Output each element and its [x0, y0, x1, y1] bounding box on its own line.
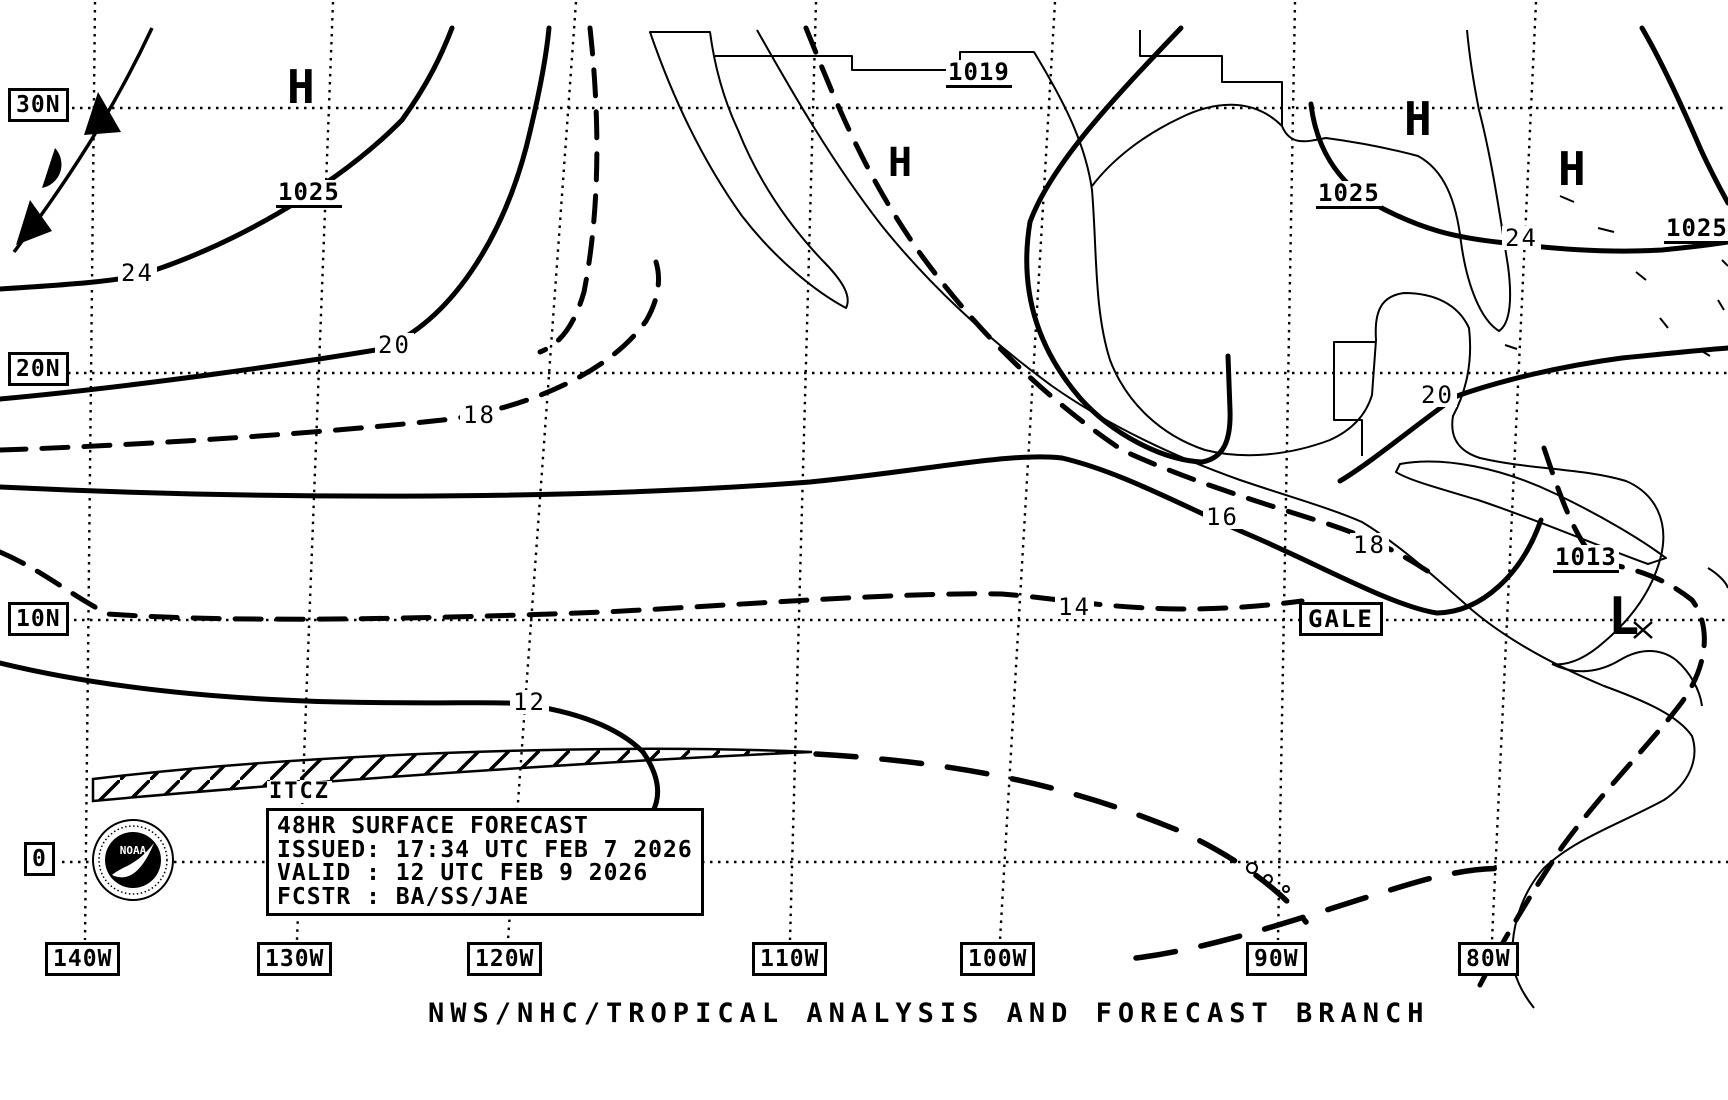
pressure-label-florida: 1025	[1316, 179, 1382, 209]
info-box-fcstr: FCSTR : BA/SS/JAE	[277, 883, 530, 910]
isobar-label-atl-20: 20	[1418, 383, 1457, 407]
info-box-valid: VALID : 12 UTC FEB 9 2026	[277, 860, 649, 886]
forecast-info-box: 48HR SURFACE FORECAST ISSUED: 17:34 UTC …	[266, 808, 704, 916]
lat-label-20n: 20N	[8, 352, 69, 386]
gale-warning-box: GALE	[1299, 602, 1383, 636]
low-symbol-colombia: L	[1608, 587, 1640, 647]
itcz-band	[91, 747, 813, 803]
front-occluded	[12, 27, 154, 254]
low-center-cross	[1633, 621, 1653, 639]
itcz-label: ITCZ	[267, 779, 332, 804]
pressure-label-gulf: 1019	[946, 58, 1012, 88]
noaa-logo: NOAA	[92, 819, 174, 901]
lat-label-30n: 30N	[8, 88, 69, 122]
lon-label-130w: 130W	[257, 942, 333, 976]
pressure-label-atlantic: 1025	[1664, 214, 1728, 244]
high-symbol-florida: H	[1404, 92, 1432, 146]
isobar-label-12: 12	[510, 690, 549, 714]
noaa-logo-text: NOAA	[120, 844, 147, 857]
itcz-dashed-extension	[813, 751, 1523, 961]
lat-label-0: 0	[24, 842, 55, 876]
coastlines	[649, 29, 1728, 1009]
info-box-title: 48HR SURFACE FORECAST	[277, 813, 589, 839]
isobar-label-pac-20: 20	[375, 333, 414, 357]
lon-label-110w: 110W	[752, 942, 828, 976]
pressure-label-low: 1013	[1553, 543, 1619, 573]
lon-label-120w: 120W	[467, 942, 543, 976]
isobar-label-pac-18: 18	[460, 403, 499, 427]
high-symbol-atlantic: H	[1558, 142, 1586, 196]
graticule	[62, 1, 1728, 941]
lon-label-140w: 140W	[45, 942, 121, 976]
high-symbol-ne-pacific: H	[287, 60, 315, 114]
isobar-label-16: 16	[1203, 505, 1242, 529]
isobar-label-pac-24: 24	[118, 261, 157, 285]
isobars-dashed	[0, 25, 1707, 988]
isobar-label-14: 14	[1055, 595, 1094, 619]
isobar-label-atl-18: 18	[1350, 533, 1389, 557]
chart-footer-title: NWS/NHC/TROPICAL ANALYSIS AND FORECAST B…	[428, 998, 1430, 1029]
pressure-label-ne-pacific: 1025	[276, 178, 342, 208]
lon-label-80w: 80W	[1458, 942, 1519, 976]
lon-label-100w: 100W	[960, 942, 1036, 976]
isobars-solid	[0, 25, 1728, 816]
high-symbol-gulf: H	[888, 140, 913, 186]
isobar-label-atl-24: 24	[1502, 226, 1541, 250]
lat-label-10n: 10N	[8, 602, 69, 636]
info-box-issued: ISSUED: 17:34 UTC FEB 7 2026	[277, 836, 693, 863]
lon-label-90w: 90W	[1246, 942, 1307, 976]
